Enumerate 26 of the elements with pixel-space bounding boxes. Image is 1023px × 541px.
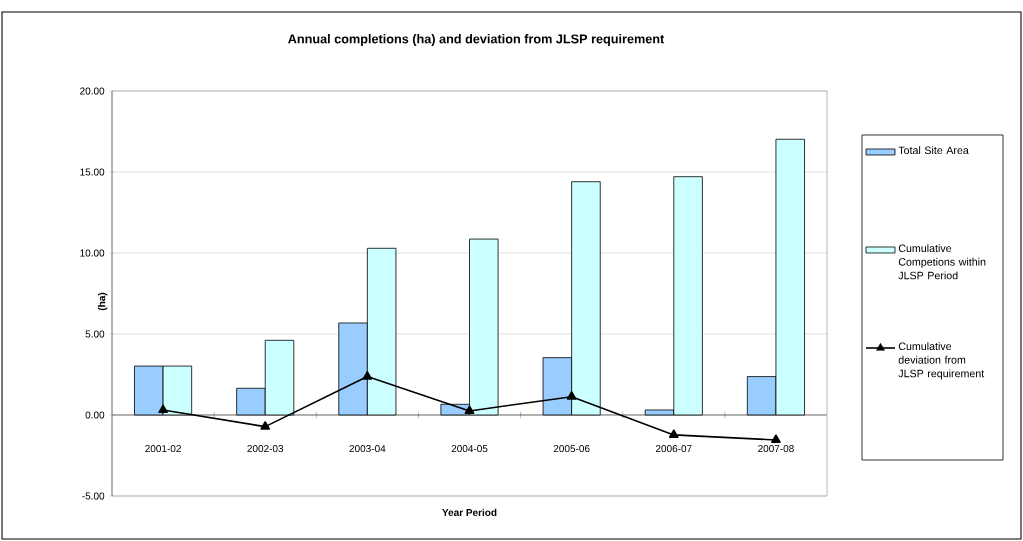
y-tick-label: 20.00 — [80, 87, 105, 95]
legend-label: Cumulative deviation from JLSP requirement — [898, 342, 985, 380]
point — [260, 421, 271, 430]
x-tick-label: 2005-06 — [553, 445, 590, 453]
y-tick-label: 0.00 — [85, 411, 105, 419]
x-tick-label: 2003-04 — [349, 445, 386, 453]
point — [771, 434, 781, 444]
x-tick-label: 2007-08 — [758, 445, 794, 453]
x-axis-title: Year Period — [442, 508, 497, 517]
chart-title: Annual completions (ha) and deviation from JLSP requirement — [288, 34, 665, 46]
point — [158, 404, 168, 414]
y-tick-label: -5.00 — [82, 492, 105, 500]
x-tick-label: 2004-05 — [451, 445, 488, 453]
y-axis-title: (ha) — [97, 292, 108, 311]
y-tick-label: 15.00 — [80, 168, 105, 176]
point — [566, 391, 577, 400]
y-tick-label: 10.00 — [80, 249, 105, 257]
x-tick-label: 2002-03 — [247, 445, 284, 453]
x-tick-label: 2006-07 — [655, 445, 692, 453]
point — [362, 371, 373, 380]
point — [668, 429, 679, 439]
y-tick-label: 5.00 — [85, 330, 105, 338]
x-tick-label: 2001-02 — [145, 445, 181, 453]
legend-label: Cumulative Competions within JLSP Period — [898, 244, 986, 280]
legend-label: Total Site Area — [898, 146, 969, 155]
point — [464, 405, 475, 415]
